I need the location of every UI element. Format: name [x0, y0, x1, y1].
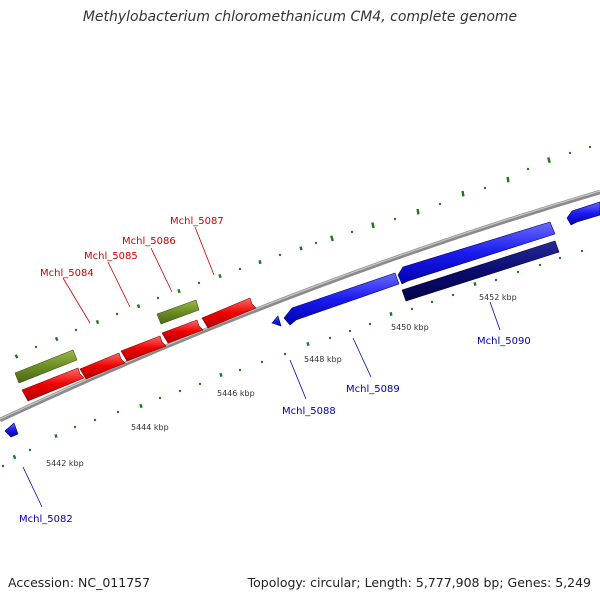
cds-arrow-forward[interactable] — [79, 352, 126, 380]
accession-text: Accession: NC_011757 — [8, 575, 151, 590]
tick-label: 5452 kbp — [479, 293, 517, 302]
major-tick — [416, 208, 420, 215]
tick-label: 5442 kbp — [46, 459, 84, 468]
major-tick — [547, 157, 551, 164]
gene-label[interactable]: Mchl_5084 — [40, 268, 94, 279]
gene-feature[interactable] — [156, 299, 200, 325]
gene-label[interactable]: Mchl_5090 — [477, 336, 531, 347]
major-tick — [461, 190, 465, 197]
genome-stats-text: Topology: circular; Length: 5,777,908 bp… — [247, 575, 591, 590]
gene-feature[interactable] — [14, 349, 78, 384]
cds-arrow-forward[interactable] — [21, 367, 85, 402]
major-tick — [506, 176, 510, 183]
gene-leader-line — [194, 226, 215, 276]
gene-label[interactable]: Mchl_5088 — [282, 406, 336, 417]
major-tick — [473, 282, 477, 286]
gene-label[interactable]: Mchl_5087 — [170, 216, 224, 227]
gene-label[interactable]: Mchl_5089 — [346, 384, 400, 395]
gene-leader-line — [289, 359, 307, 400]
genome-backbone — [0, 189, 600, 423]
major-tick — [258, 260, 262, 265]
major-tick — [14, 354, 19, 359]
gene-label[interactable]: Mchl_5085 — [84, 251, 138, 262]
gene-leader-line — [150, 247, 173, 293]
gene-label[interactable]: Mchl_5086 — [122, 236, 176, 247]
major-tick — [12, 454, 17, 460]
major-tick — [95, 319, 100, 325]
major-tick — [218, 273, 222, 279]
genome-backbone-highlight — [0, 190, 600, 420]
tick-label: 5448 kbp — [304, 355, 342, 364]
inner-tick-ring — [1, 249, 584, 468]
page-title: Methylobacterium chloromethanicum CM4, c… — [82, 9, 518, 25]
cds-arrow-forward[interactable] — [161, 319, 204, 344]
tick-label: 5446 kbp — [217, 389, 255, 398]
major-tick — [299, 246, 303, 251]
major-tick — [219, 372, 223, 378]
gene-leader-line — [22, 466, 43, 508]
gene-label[interactable]: Mchl_5082 — [19, 514, 73, 525]
gene-feature-reverse[interactable] — [401, 240, 560, 302]
major-tick — [54, 336, 59, 342]
cds-arrow-forward[interactable] — [120, 335, 167, 362]
cds-arrow-reverse[interactable] — [566, 201, 600, 226]
gene-leader-line — [352, 337, 372, 378]
major-tick — [54, 434, 58, 438]
major-tick — [371, 222, 375, 229]
cds-arrow-reverse[interactable] — [283, 272, 400, 326]
major-tick — [136, 304, 141, 309]
cds-arrow-reverse[interactable] — [4, 422, 19, 438]
outer-tick-ring — [14, 145, 592, 359]
major-tick — [389, 312, 393, 316]
tick-label: 5444 kbp — [131, 423, 169, 432]
major-tick — [330, 235, 334, 242]
major-tick — [177, 288, 181, 294]
major-tick — [306, 341, 310, 347]
major-tick — [139, 403, 143, 409]
cds-arrow-reverse[interactable] — [271, 315, 282, 327]
cds-arrow-reverse[interactable] — [397, 221, 556, 285]
gene-leader-line — [107, 261, 131, 308]
gene-leader-line — [489, 301, 501, 331]
gene-leader-line — [62, 277, 91, 324]
tick-label: 5450 kbp — [391, 323, 429, 332]
cds-arrow-forward[interactable] — [201, 297, 257, 329]
